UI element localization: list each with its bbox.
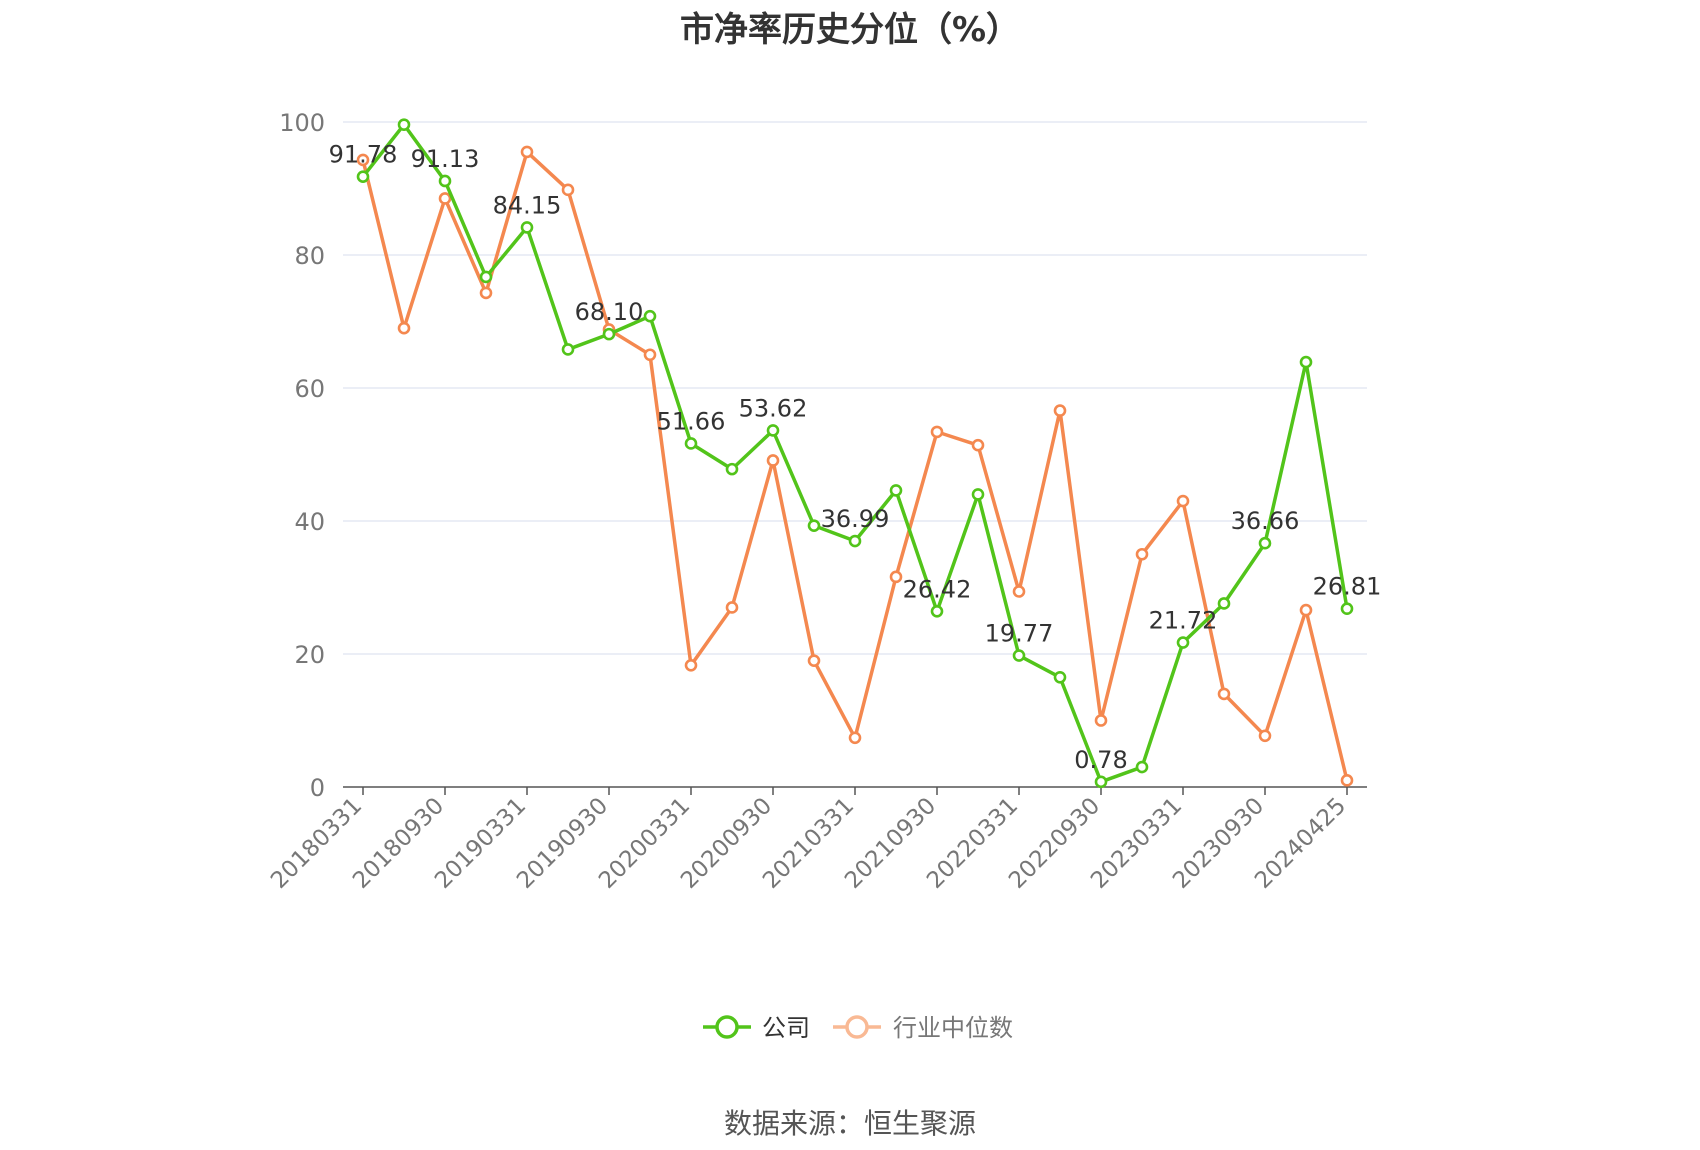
data-point	[807, 519, 821, 532]
series-industry-median	[356, 145, 1354, 787]
data-point	[1176, 494, 1190, 508]
data-point	[1176, 636, 1190, 649]
legend-label: 公司	[762, 1014, 810, 1042]
data-point	[889, 570, 903, 584]
data-point	[479, 270, 493, 284]
data-point	[766, 424, 780, 437]
data-point	[356, 170, 370, 183]
data-label: 91.78	[329, 141, 398, 169]
legend-item-industry-median: 行业中位数	[833, 1014, 1013, 1042]
data-point	[684, 437, 698, 450]
data-label: 26.81	[1313, 573, 1382, 601]
data-point	[848, 731, 862, 745]
y-tick-label: 80	[294, 242, 325, 270]
y-tick-label: 100	[279, 109, 325, 137]
data-point	[520, 145, 534, 159]
data-point	[930, 605, 944, 618]
data-point	[766, 454, 780, 467]
data-label: 84.15	[493, 191, 562, 219]
data-label: 36.99	[821, 505, 890, 533]
data-point	[561, 183, 575, 197]
data-point	[1258, 729, 1272, 743]
y-tick-label: 40	[294, 508, 325, 536]
data-label: 91.13	[411, 145, 480, 173]
data-point	[807, 654, 821, 667]
data-point	[725, 601, 739, 614]
y-tick-label: 60	[294, 375, 325, 403]
chart-title: 市净率历史分位（%）	[679, 10, 1021, 50]
data-label: 68.10	[575, 298, 644, 326]
y-tick-label: 0	[310, 774, 325, 802]
data-label: 53.62	[739, 394, 808, 422]
data-point	[889, 484, 903, 497]
data-point	[725, 462, 739, 476]
data-point	[971, 438, 985, 452]
data-point	[1053, 404, 1067, 417]
data-point	[643, 348, 657, 362]
data-point	[1340, 774, 1354, 787]
data-point	[930, 425, 944, 439]
data-point	[520, 221, 534, 234]
data-label: 21.72	[1149, 607, 1218, 635]
data-label: 51.66	[657, 407, 726, 435]
legend-label: 行业中位数	[893, 1014, 1013, 1042]
data-source: 数据来源：恒生聚源	[723, 1107, 976, 1140]
legend-marker	[845, 1015, 869, 1039]
data-label: 26.42	[903, 575, 972, 603]
data-point	[1217, 687, 1231, 701]
data-label: 19.77	[985, 620, 1054, 648]
data-point	[356, 153, 370, 167]
data-point	[1135, 547, 1149, 561]
data-point	[1299, 603, 1313, 617]
data-point	[1094, 775, 1108, 789]
legend: 公司 行业中位数	[703, 1014, 1013, 1042]
data-label: 36.66	[1231, 507, 1300, 535]
data-point	[1340, 602, 1354, 616]
series-company	[356, 118, 1354, 789]
data-point	[602, 327, 616, 341]
data-point	[1012, 649, 1026, 662]
data-point	[684, 659, 698, 672]
data-point	[1217, 597, 1231, 610]
y-tick-label: 20	[294, 641, 325, 669]
data-point	[479, 286, 493, 300]
legend-marker	[715, 1015, 739, 1039]
data-point	[643, 309, 657, 323]
data-point	[1135, 760, 1149, 774]
series-line	[361, 122, 1349, 784]
data-point	[1299, 355, 1313, 369]
data-point	[848, 534, 862, 548]
data-point	[1258, 536, 1272, 550]
legend-item-company: 公司	[703, 1014, 810, 1042]
data-point	[1053, 670, 1067, 684]
data-point	[971, 488, 985, 501]
data-point	[438, 192, 452, 205]
data-label: 0.78	[1074, 746, 1127, 774]
data-point	[397, 118, 411, 131]
data-point	[1094, 714, 1108, 727]
data-point	[438, 174, 452, 188]
data-point	[561, 343, 575, 356]
data-point	[1012, 585, 1026, 598]
data-point	[397, 321, 411, 335]
